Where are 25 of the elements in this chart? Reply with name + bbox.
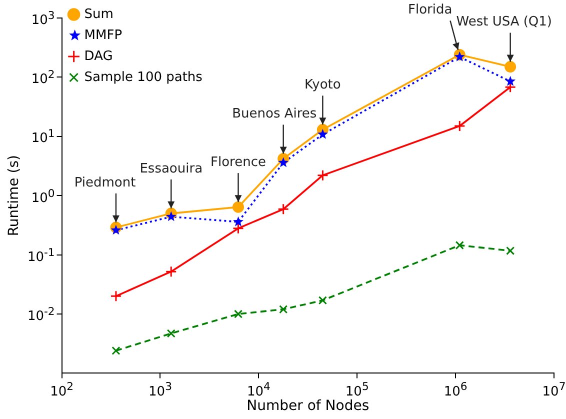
y-tick-label: 10$^{-1}$ xyxy=(27,244,55,265)
y-tick-label: 10$^{-2}$ xyxy=(27,304,55,324)
x-tick-label: 10$^{5}$ xyxy=(345,379,369,400)
legend-label: DAG xyxy=(84,48,113,64)
y-tick-label: 10$^{1}$ xyxy=(31,126,55,147)
y-axis-title: Runtime (s) xyxy=(6,155,22,236)
annotation: Essaouira xyxy=(140,161,203,176)
x-tick-label: 10$^{4}$ xyxy=(246,379,270,400)
annotation: Kyoto xyxy=(304,78,341,93)
annotation: West USA (Q1) xyxy=(456,14,552,30)
annotation: Piedmont xyxy=(74,175,136,190)
x-axis-title: Number of Nodes xyxy=(246,398,370,414)
y-tick-label: 10$^{2}$ xyxy=(31,67,55,88)
y-tick-label: 10$^{0}$ xyxy=(31,185,55,206)
x-tick-label: 10$^{6}$ xyxy=(444,379,468,400)
x-tick-label: 10$^{7}$ xyxy=(542,379,566,400)
x-tick-label: 10$^{3}$ xyxy=(148,379,172,400)
annotation: Florida xyxy=(408,2,452,18)
x-tick-label: 10$^{2}$ xyxy=(50,379,74,400)
legend-label: MMFP xyxy=(84,28,122,43)
legend-label: Sample 100 paths xyxy=(84,70,203,85)
annotation: Buenos Aires xyxy=(232,106,317,122)
legend-label: Sum xyxy=(84,6,114,22)
annotation: Florence xyxy=(210,154,266,170)
y-tick-label: 10$^{3}$ xyxy=(31,8,55,28)
